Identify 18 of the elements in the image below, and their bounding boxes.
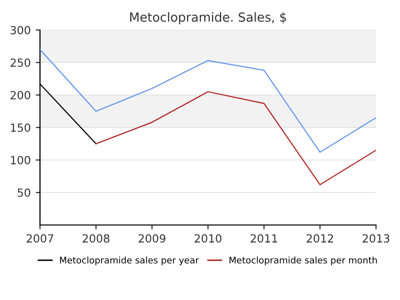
legend-label: Metoclopramide sales per year <box>60 256 199 266</box>
y-tick-label: 200 <box>10 90 30 100</box>
x-tick-label: 2008 <box>82 234 110 243</box>
x-tick-label: 2009 <box>138 234 166 243</box>
y-tick-label: 100 <box>10 156 30 164</box>
x-tick-label: 2013 <box>362 234 390 243</box>
x-tick-label: 2010 <box>194 234 222 243</box>
y-tick-label: 250 <box>10 58 30 67</box>
y-tick-label: 150 <box>10 123 30 132</box>
y-tick-label: 50 <box>18 188 30 197</box>
chart-title: Metoclopramide. Sales, $ <box>130 12 286 24</box>
line-series <box>95 91 376 186</box>
y-tick-label: 300 <box>10 26 30 34</box>
x-tick-label: 2007 <box>26 234 54 243</box>
line-series <box>40 48 376 153</box>
legend-label: Metoclopramide sales per month <box>230 256 377 266</box>
x-tick-label: 2012 <box>306 234 334 243</box>
x-tick-label: 2011 <box>250 234 278 243</box>
